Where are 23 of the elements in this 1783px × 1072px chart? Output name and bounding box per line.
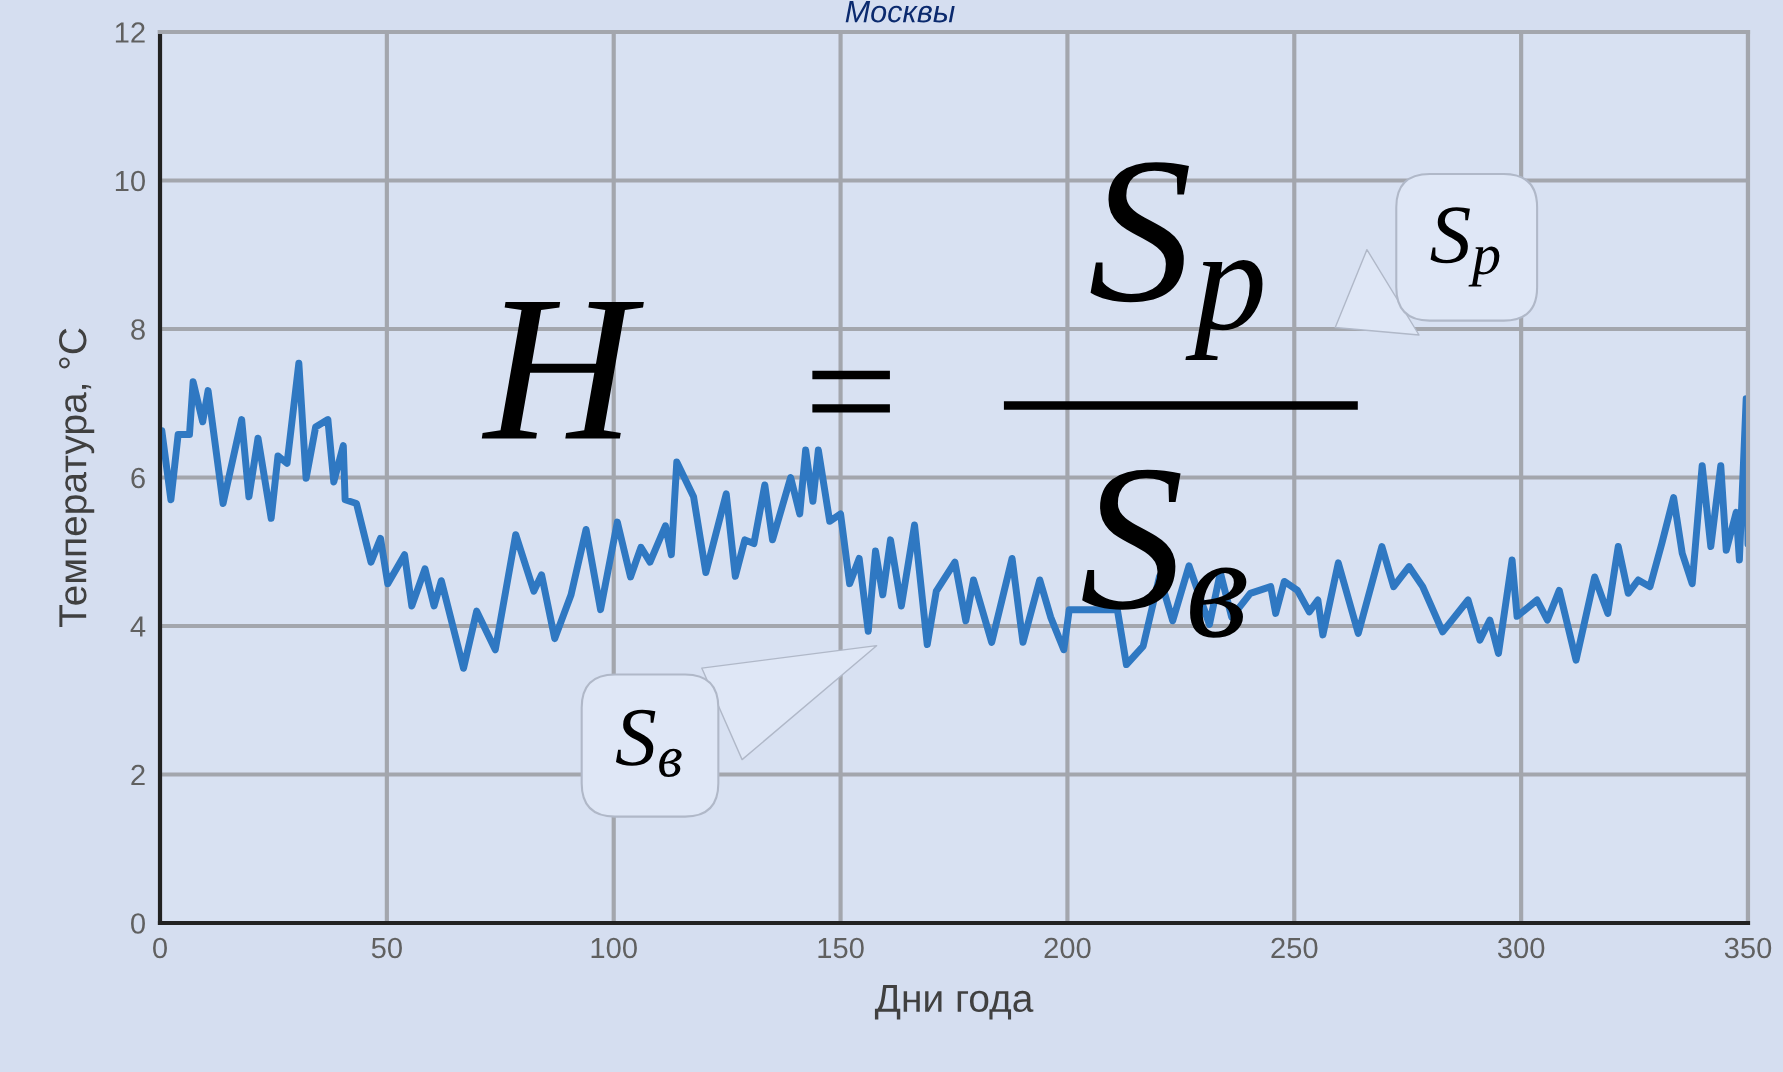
annotation: =: [812, 370, 890, 413]
x-tick-label: 100: [591, 937, 637, 959]
y-tick-label: 4: [130, 616, 146, 637]
x-tick-label: 350: [1724, 937, 1772, 959]
y-axis-title: Температура, °C: [59, 328, 95, 627]
x-tick-label: 200: [1044, 937, 1091, 959]
y-tick-label: 6: [131, 467, 145, 489]
y-tick-label: 0: [131, 913, 145, 934]
y-tick-label: 12: [115, 22, 145, 43]
x-axis-title: Дни года: [874, 984, 1034, 1020]
x-tick-label: 300: [1497, 937, 1545, 959]
y-tick-label: 2: [131, 764, 145, 786]
annotation: S$_{p}$: [1430, 207, 1500, 287]
x-tick-label: 0: [153, 937, 167, 959]
y-tick-label: 8: [131, 319, 145, 340]
y-tick-label: 10: [115, 170, 145, 192]
annotation: H: [481, 302, 644, 439]
chart-title: Москвы: [845, 1, 955, 23]
x-tick-label: 150: [818, 937, 864, 959]
x-tick-label: 50: [371, 937, 402, 959]
annotation: S$_{p}$: [1090, 162, 1263, 360]
x-tick-label: 250: [1271, 937, 1318, 959]
annotation: S$_{в}$: [615, 709, 682, 777]
